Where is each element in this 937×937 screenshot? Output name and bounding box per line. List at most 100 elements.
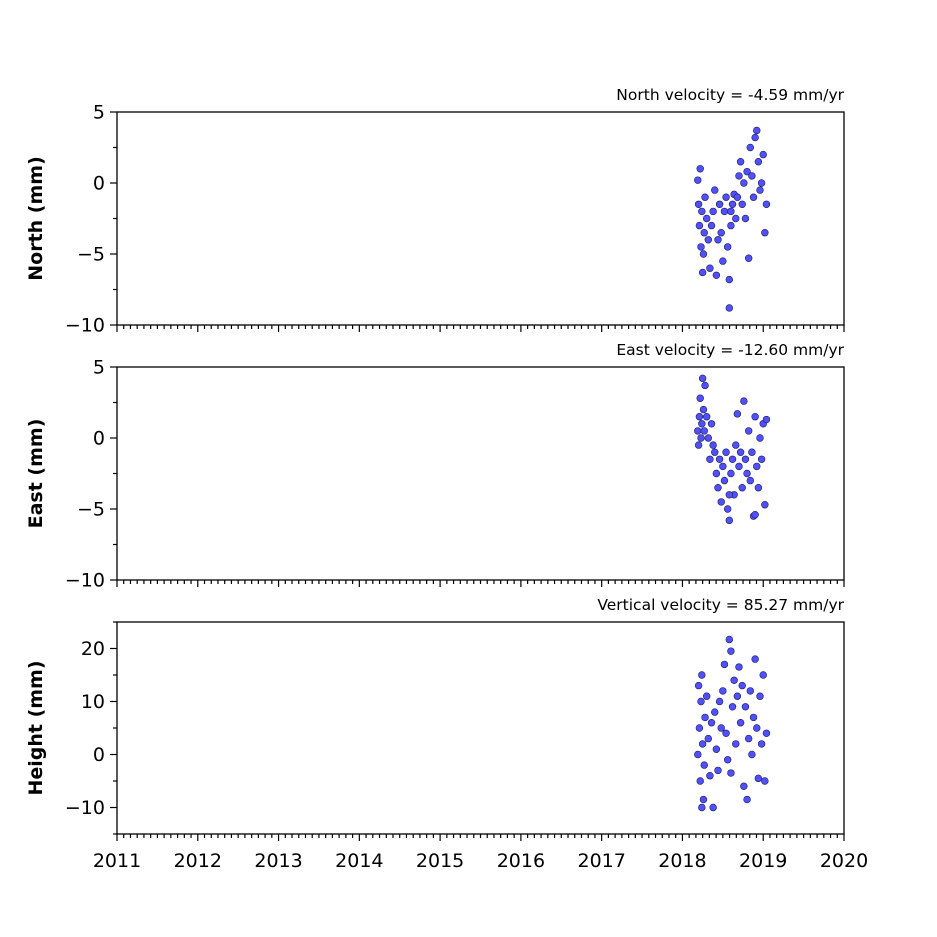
panel-3: Vertical velocity = 85.27 mm/yr Height (m… (25, 596, 868, 872)
data-point (757, 179, 766, 187)
data-point (717, 724, 725, 732)
data-point (735, 172, 743, 180)
y-tick-label: 20 (81, 638, 105, 660)
data-point (761, 777, 769, 785)
data-point (695, 221, 704, 230)
data-point (704, 236, 712, 244)
panel-2: East velocity = -12.60 mm/yr East (mm) −10… (25, 341, 845, 592)
data-point (697, 434, 705, 442)
data-point (696, 394, 704, 402)
data-point (694, 200, 703, 209)
data-point (735, 663, 743, 671)
x-tick-label: 2020 (820, 850, 868, 872)
data-point (698, 740, 707, 748)
data-point (756, 692, 764, 700)
data-point (697, 697, 705, 706)
data-point (712, 271, 721, 279)
data-point (719, 462, 727, 471)
data-point (725, 304, 733, 312)
data-point (719, 687, 727, 695)
data-point (723, 505, 732, 513)
data-point (698, 268, 707, 277)
data-point (741, 214, 750, 223)
data-points (694, 635, 771, 812)
x-tick-label: 2019 (739, 850, 787, 872)
data-point (725, 635, 733, 644)
data-point (762, 200, 771, 209)
data-point (725, 275, 733, 284)
data-point (751, 655, 759, 663)
data-point (723, 243, 732, 251)
y-tick-label: −5 (77, 244, 105, 266)
data-point (746, 143, 754, 152)
data-point (700, 761, 708, 769)
data-point (704, 734, 712, 743)
data-points (694, 126, 771, 312)
data-point (712, 469, 721, 478)
data-point (756, 434, 764, 442)
data-point (730, 676, 738, 684)
data-point (701, 381, 709, 390)
panels: North velocity = -4.59 mm/yr North (mm) −1… (25, 86, 868, 872)
data-point (702, 692, 711, 700)
velocity-label: East velocity = -12.60 mm/yr (616, 341, 844, 359)
data-point (759, 671, 767, 679)
data-point (696, 777, 704, 785)
data-point (697, 243, 705, 251)
data-point (711, 448, 719, 456)
data-point (709, 441, 717, 449)
data-point (700, 229, 708, 237)
y-axis-label: Height (mm) (25, 660, 47, 795)
data-point (749, 193, 758, 201)
data-point (736, 448, 745, 456)
y-tick-label: −10 (65, 315, 105, 337)
data-point (698, 207, 706, 216)
data-point (728, 703, 737, 711)
data-point (754, 158, 763, 166)
data-point (746, 476, 754, 485)
x-tick-label: 2016 (497, 850, 545, 872)
data-point (741, 455, 750, 463)
data-point (698, 671, 706, 679)
data-point (707, 221, 716, 230)
data-point (715, 697, 724, 706)
data-point (722, 729, 730, 737)
y-axis-label: East (mm) (25, 419, 47, 529)
data-point (754, 774, 763, 783)
data-point (743, 469, 751, 478)
data-point (753, 724, 761, 732)
data-point (744, 427, 753, 435)
data-point (711, 186, 719, 194)
data-point (706, 264, 714, 272)
data-point (701, 193, 709, 201)
y-axis-label: North (mm) (25, 156, 47, 281)
data-point (711, 708, 719, 716)
data-point (733, 692, 742, 700)
data-point (720, 207, 729, 216)
data-point (706, 455, 714, 463)
data-point (725, 491, 733, 499)
data-point (700, 427, 708, 435)
data-point (744, 254, 753, 262)
data-point (740, 782, 748, 790)
y-tick-label: −5 (77, 499, 105, 521)
data-point (722, 193, 730, 201)
data-point (699, 795, 708, 804)
data-point (695, 724, 704, 732)
data-point (751, 133, 759, 142)
x-tick-label: 2015 (416, 850, 464, 872)
data-point (725, 516, 733, 525)
x-tick-label: 2012 (174, 850, 222, 872)
data-point (712, 745, 721, 753)
y-tick-label: 0 (93, 428, 105, 450)
data-point (762, 729, 771, 737)
y-tick-label: 5 (93, 357, 105, 379)
data-point (702, 413, 711, 421)
x-tick-label: 2011 (93, 850, 141, 872)
y-tick-label: 5 (93, 102, 105, 124)
data-point (719, 257, 727, 265)
data-point (714, 484, 722, 492)
data-point (707, 420, 716, 428)
data-point (694, 427, 702, 435)
